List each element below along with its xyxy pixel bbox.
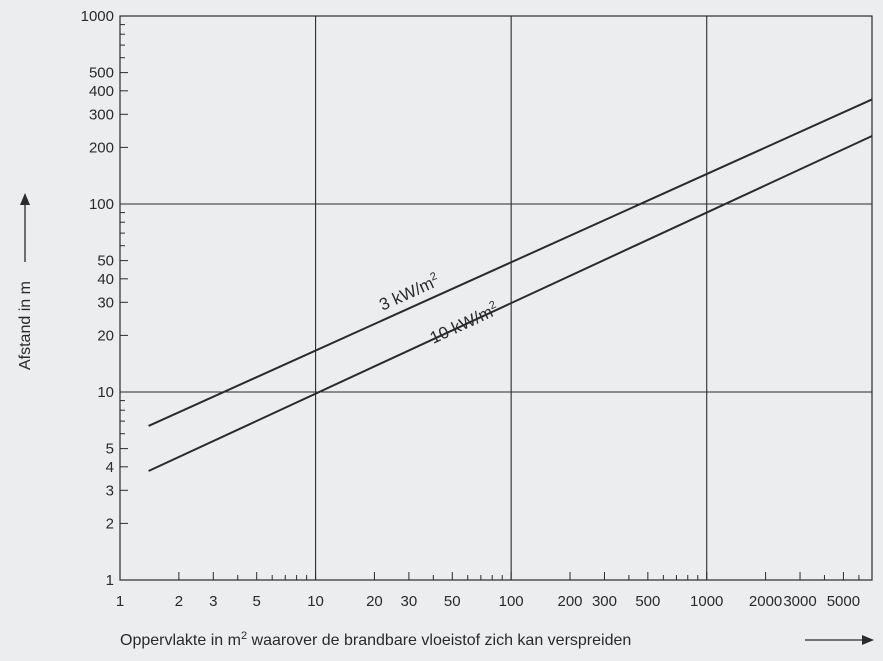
series-label-2: 10 kW/m2	[427, 299, 502, 348]
grid	[120, 16, 872, 580]
x-tick-label: 2	[175, 593, 183, 610]
plot-frame	[119, 15, 873, 581]
y-tick-label: 40	[97, 271, 114, 288]
y-tick-label: 50	[97, 253, 114, 270]
series-line-1	[148, 98, 873, 427]
y-tick-label: 4	[106, 459, 114, 476]
series-line-2	[148, 135, 873, 472]
y-tick-label: 10	[97, 384, 114, 401]
y-tick-label: 5	[106, 441, 114, 458]
x-tick-label: 5000	[827, 593, 860, 610]
x-tick-label: 300	[592, 593, 617, 610]
y-tick-label: 500	[89, 65, 114, 82]
x-axis-title-text: Oppervlakte in m	[120, 632, 241, 649]
x-tick-label: 20	[366, 593, 383, 610]
series-lines	[148, 98, 873, 472]
x-tick-label: 5	[253, 593, 261, 610]
x-tick-label: 200	[558, 593, 583, 610]
x-tick-label: 1	[116, 593, 124, 610]
x-tick-label: 3000	[783, 593, 816, 610]
svg-text:Oppervlakte in m2 waarover de: Oppervlakte in m2 waarover de brandbare …	[120, 630, 631, 649]
x-axis-title-rest: waarover de brandbare vloeistof zich kan…	[247, 632, 631, 649]
x-tick-labels: 1 2 3 5 10 20 30 50 100 200 300 500 1000 2000 3000 5000	[116, 593, 860, 610]
y-axis-title: Afstand in m	[17, 193, 34, 370]
minor-ticks	[119, 24, 873, 581]
y-tick-label: 2	[106, 515, 114, 532]
y-tick-label: 20	[97, 327, 114, 344]
x-tick-label: 3	[209, 593, 217, 610]
y-tick-label: 1000	[81, 8, 114, 25]
y-axis-title-text: Afstand in m	[17, 281, 34, 370]
x-tick-label: 2000	[749, 593, 782, 610]
y-tick-label: 200	[89, 139, 114, 156]
y-tick-label: 1	[106, 572, 114, 589]
x-tick-label: 30	[401, 593, 418, 610]
x-tick-label: 500	[635, 593, 660, 610]
x-tick-label: 1000	[690, 593, 723, 610]
y-axis-arrow	[20, 193, 30, 262]
x-tick-label: 10	[307, 593, 324, 610]
y-tick-label: 3	[106, 482, 114, 499]
x-axis-title: Oppervlakte in m2 waarover de brandbare …	[120, 630, 874, 649]
x-tick-label: 50	[444, 593, 461, 610]
y-tick-label: 30	[97, 294, 114, 311]
x-tick-label: 100	[499, 593, 524, 610]
x-axis-arrow	[805, 635, 874, 645]
x-axis-title-sup: 2	[241, 630, 247, 642]
y-tick-label: 100	[89, 196, 114, 213]
y-tick-label: 300	[89, 106, 114, 123]
y-tick-label: 400	[89, 83, 114, 100]
